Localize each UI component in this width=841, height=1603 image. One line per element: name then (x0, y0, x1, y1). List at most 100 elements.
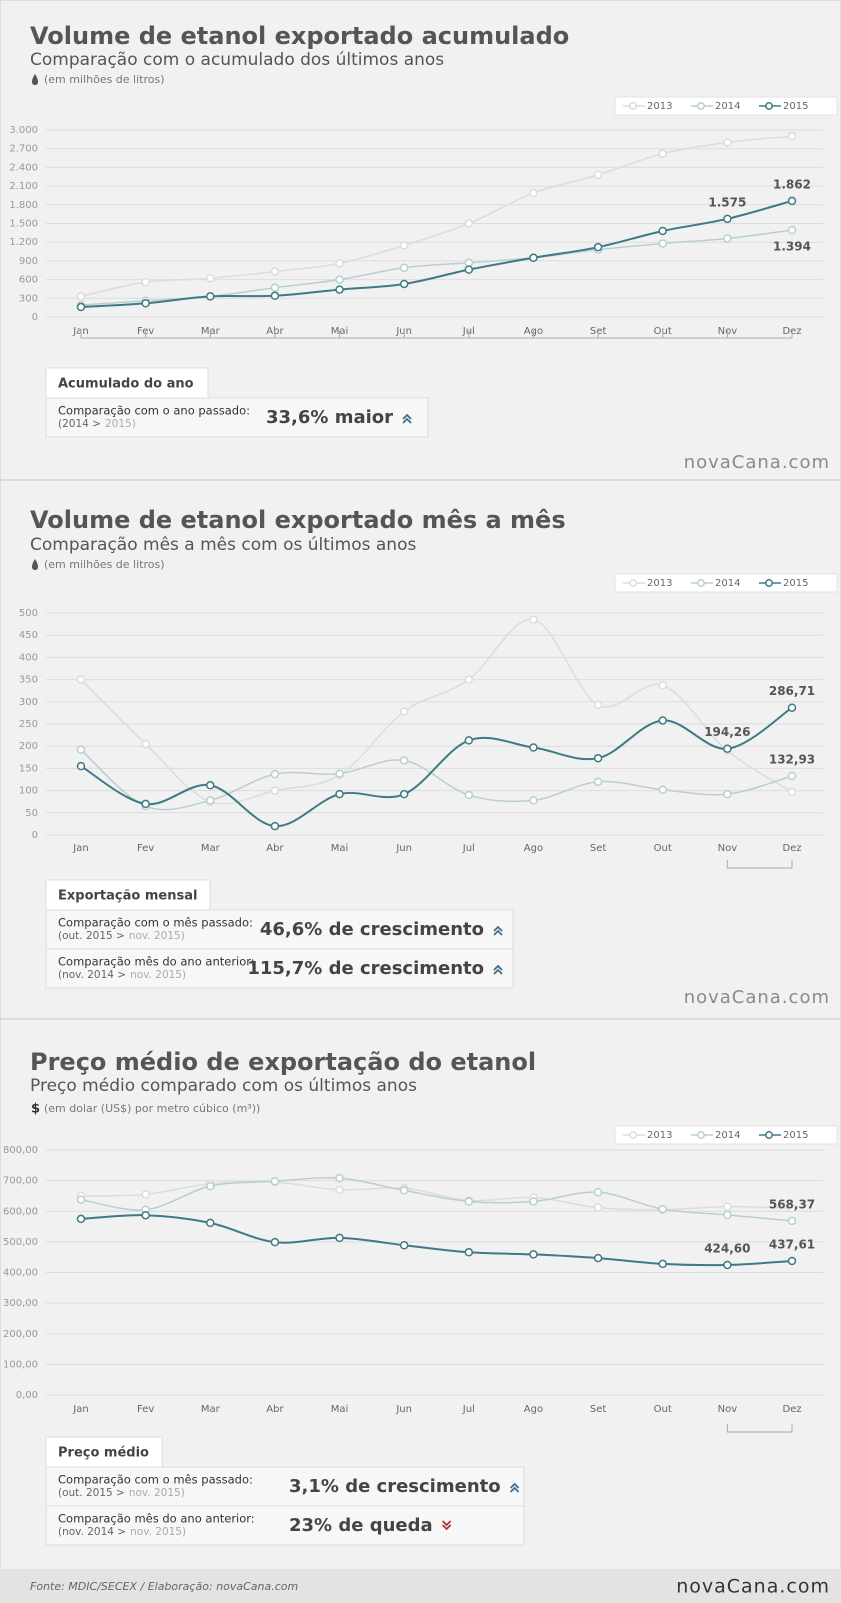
x-tick-label: Nov (718, 843, 738, 854)
point (270, 291, 280, 301)
series-line (80, 135, 793, 298)
point (206, 1218, 215, 1228)
x-tick-label: Ago (524, 1404, 543, 1415)
point (399, 263, 409, 273)
drop-icon (32, 559, 38, 570)
trend-arrow (509, 1482, 520, 1493)
legend-label: 2015 (783, 1130, 808, 1141)
row-value: 3,1% de crescimento (289, 1476, 501, 1497)
point (787, 771, 797, 781)
summary-row (45, 397, 429, 438)
point (335, 1173, 344, 1183)
point (206, 292, 215, 301)
y-tick-label: 500,00 (3, 1237, 38, 1248)
point (787, 787, 797, 797)
point (464, 265, 474, 274)
point (399, 789, 409, 799)
point (464, 1248, 474, 1257)
summary-row (45, 1466, 525, 1507)
dollar-icon: $ (31, 1102, 40, 1117)
point (529, 1197, 538, 1206)
legend-marker (629, 102, 637, 110)
series-line (80, 749, 793, 811)
summary-tab (45, 1436, 163, 1468)
x-tick-label: Abr (266, 1404, 284, 1415)
y-tick-label: 1.500 (9, 219, 38, 230)
y-tick-label: 2.400 (9, 162, 38, 173)
point (464, 790, 474, 800)
x-tick-label: Mai (331, 843, 349, 854)
summary-title: Preço médio (58, 1446, 149, 1461)
summary-title: Acumulado do ano (58, 377, 194, 392)
row-value: 23% de queda (289, 1515, 433, 1536)
legend-marker (765, 1131, 773, 1139)
point (270, 1176, 280, 1186)
y-tick-label: 200,00 (3, 1329, 38, 1340)
y-tick-label: 100,00 (3, 1359, 38, 1370)
y-tick-label: 600,00 (3, 1206, 38, 1217)
footer-source: Fonte: MDIC/SECEX / Elaboração: novaCana… (30, 1580, 298, 1593)
legend-label: 2014 (715, 101, 740, 112)
point (270, 821, 280, 831)
drop-icon (32, 74, 38, 85)
point (593, 777, 603, 786)
trend-arrow (402, 413, 412, 424)
point (723, 1210, 732, 1220)
value-label: 568,37 (769, 1197, 815, 1211)
row-to: nov. 2015) (129, 1487, 185, 1499)
row-value: 115,7% de crescimento (247, 958, 484, 979)
point (76, 761, 86, 771)
bracket (726, 860, 793, 869)
chart-subtitle: Comparação mês a mês com os últimos anos (30, 535, 416, 555)
legend-marker (765, 102, 773, 110)
row-label: Comparação com o mês passado: (58, 1473, 253, 1487)
y-tick-label: 400,00 (3, 1268, 38, 1279)
point (464, 258, 474, 268)
point (335, 275, 344, 284)
point (76, 292, 86, 301)
value-label: 1.394 (773, 240, 811, 254)
point (399, 756, 409, 765)
row-value: 46,6% de crescimento (260, 919, 484, 940)
point (787, 1216, 797, 1226)
footer-logo: novaCana.com (676, 1576, 830, 1598)
unit-label: (em milhões de litros) (44, 73, 165, 86)
y-tick-label: 3.000 (9, 125, 38, 136)
summary-row (45, 909, 514, 950)
y-tick-label: 350 (19, 675, 38, 686)
point (787, 196, 797, 206)
point (335, 769, 344, 778)
y-tick-label: 800,00 (3, 1145, 38, 1156)
value-label: 437,61 (769, 1237, 815, 1251)
point (593, 1253, 603, 1263)
point (335, 1233, 344, 1243)
point (658, 149, 667, 158)
point (529, 253, 538, 263)
point (76, 1214, 86, 1224)
point (141, 299, 150, 308)
series-line (80, 199, 793, 309)
y-tick-label: 500 (19, 608, 38, 619)
y-tick-label: 450 (19, 630, 38, 641)
x-tick-label: Dez (782, 1404, 801, 1415)
legend-marker (629, 579, 637, 587)
x-tick-label: Dez (782, 843, 801, 854)
unit-label: (em dolar (US$) por metro cúbico (m³)) (44, 1102, 260, 1115)
x-tick-label: Jul (462, 843, 475, 854)
point (335, 259, 344, 268)
y-tick-label: 600 (19, 275, 38, 286)
trend-arrow (493, 964, 503, 975)
point (787, 1203, 797, 1213)
point (723, 214, 732, 224)
point (399, 1240, 409, 1250)
y-tick-label: 0,00 (16, 1390, 38, 1401)
point (464, 219, 474, 228)
row-label: Comparação mês do ano anterior: (58, 955, 255, 969)
point (335, 285, 344, 294)
point (76, 745, 86, 755)
point (270, 786, 280, 795)
point (206, 796, 215, 805)
legend-label: 2013 (647, 101, 672, 112)
